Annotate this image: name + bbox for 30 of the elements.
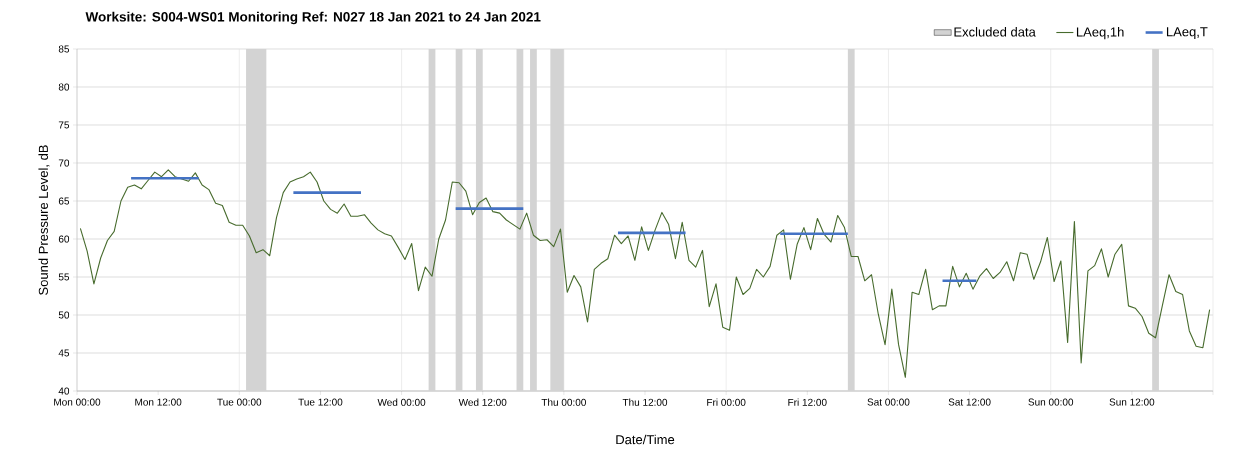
y-tick-label: 80 bbox=[58, 83, 70, 91]
x-axis-title: Date/Time bbox=[616, 434, 675, 445]
y-tick-label: 50 bbox=[58, 311, 70, 319]
x-tick-label: Wed 12:00 bbox=[458, 398, 507, 406]
x-tick-label: Sun 00:00 bbox=[1028, 398, 1074, 406]
x-tick-label: Sat 12:00 bbox=[948, 398, 991, 406]
x-tick-label: Mon 12:00 bbox=[135, 398, 182, 406]
chart-title: Worksite: S004-WS01 Monitoring Ref: N027 18 Jan 2021 to 24 Jan 2021 bbox=[85, 11, 541, 25]
x-tick-label: Mon 00:00 bbox=[54, 398, 101, 406]
y-tick-label: 55 bbox=[58, 273, 70, 281]
y-tick-label: 70 bbox=[58, 159, 70, 167]
y-tick-label: 65 bbox=[58, 197, 70, 205]
legend-label: Excluded data bbox=[954, 27, 1036, 37]
x-tick-label: Wed 00:00 bbox=[377, 398, 426, 406]
x-tick-label: Tue 00:00 bbox=[217, 398, 262, 406]
x-tick-label: Thu 12:00 bbox=[622, 398, 668, 406]
y-tick-label: 75 bbox=[58, 121, 70, 129]
y-axis-title: Sound Pressure Level, dB bbox=[38, 145, 50, 295]
x-tick-label: Fri 12:00 bbox=[788, 398, 827, 406]
x-tick-label: Fri 00:00 bbox=[707, 398, 746, 406]
y-tick-label: 60 bbox=[58, 235, 70, 243]
x-tick-label: Sun 12:00 bbox=[1109, 398, 1155, 406]
legend-label: LAeq,T bbox=[1166, 27, 1208, 39]
legend-label: LAeq,1h bbox=[1076, 27, 1124, 40]
y-tick-label: 85 bbox=[58, 45, 70, 53]
x-tick-label: Tue 12:00 bbox=[298, 398, 343, 406]
y-tick-label: 40 bbox=[58, 387, 70, 395]
y-tick-label: 45 bbox=[58, 349, 70, 357]
x-tick-label: Sat 00:00 bbox=[867, 398, 910, 406]
x-tick-label: Thu 00:00 bbox=[541, 398, 586, 406]
